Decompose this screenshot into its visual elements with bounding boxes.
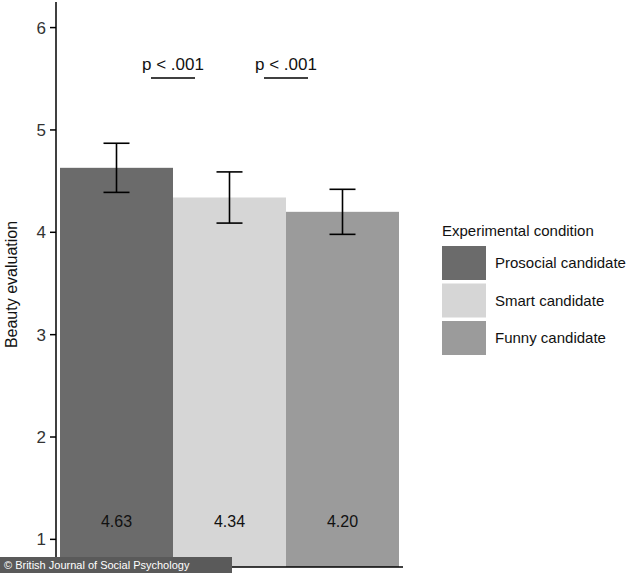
y-tick [50,27,56,29]
error-cap [217,222,243,224]
error-stem [116,143,118,192]
legend-swatch [442,321,486,355]
error-bar [104,143,130,192]
error-cap [217,171,243,173]
bar [173,197,286,567]
legend-swatch [442,284,486,318]
y-tick-label: 2 [37,428,46,447]
y-tick-label: 5 [37,121,46,140]
data-label: 4.63 [101,513,132,530]
error-stem [229,172,231,223]
error-cap [104,192,130,194]
comparison-label: p < .001 [255,55,317,74]
bars [60,143,399,567]
legend-title: Experimental condition [442,222,594,239]
legend-label: Funny candidate [495,329,606,346]
y-tick [50,129,56,131]
comparison-bracket [151,77,195,79]
legend-swatch [442,246,486,280]
y-tick [50,334,56,336]
y-tick-label: 1 [37,530,46,549]
error-cap [104,142,130,144]
error-bar [330,189,356,234]
y-tick [50,232,56,234]
data-label: 4.34 [214,513,245,530]
bar [286,212,399,567]
y-axis [55,2,57,567]
legend-label: Smart candidate [495,292,604,309]
legend-label: Prosocial candidate [495,254,626,271]
error-cap [330,189,356,191]
y-tick [50,436,56,438]
y-tick-label: 6 [37,19,46,38]
y-tick-label: 3 [37,326,46,345]
y-tick [50,539,56,541]
data-label: 4.20 [327,513,358,530]
error-bar [217,172,243,223]
comparison-bracket [264,77,308,79]
chart: 4.63 4.34 4.20 1 2 3 4 5 6 Beauty evaluation p < .… [0,0,634,573]
comparison-label: p < .001 [142,55,204,74]
source: © British Journal of Social Psychology [4,559,190,571]
error-cap [330,234,356,236]
y-axis-label: Beauty evaluation [3,221,20,348]
y-tick-label: 4 [37,223,46,242]
error-stem [342,189,344,234]
bar [60,168,173,567]
source-background [0,557,232,573]
